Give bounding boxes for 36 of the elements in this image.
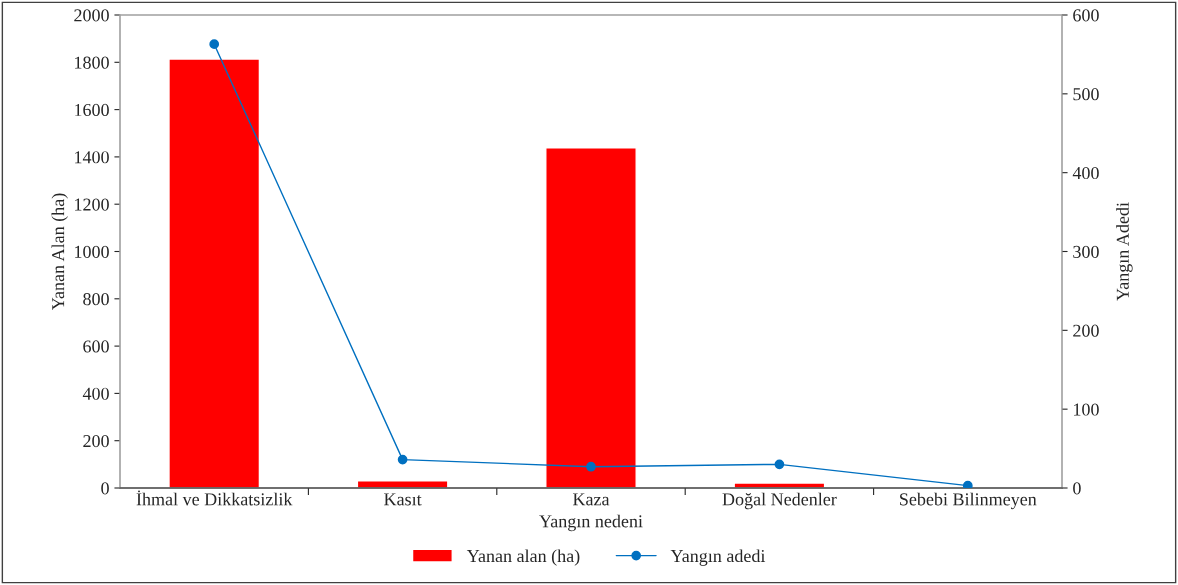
y-tick-label: 600 <box>83 340 109 353</box>
y-tick-label: 1000 <box>75 245 109 258</box>
y2-tick-label: 600 <box>1073 9 1099 22</box>
y-tick-label: 400 <box>82 387 109 400</box>
y-axis-title: Yanan Alan (ha) <box>51 193 68 311</box>
y-tick-label: 800 <box>83 293 109 306</box>
x-tick-label: Kasıt <box>384 493 422 506</box>
legend-label: Yanan alan (ha) <box>466 549 580 566</box>
x-tick-label: Sebebi Bilinmeyen <box>900 492 1037 510</box>
y-tick-label: 1400 <box>75 151 109 164</box>
y-tick-label: 1600 <box>75 103 109 117</box>
y-tick-label: 1800 <box>75 56 109 69</box>
y-tick-label: 0 <box>101 482 109 495</box>
x-axis-title: Yangın nedeni <box>539 514 643 532</box>
y2-tick-label: 300 <box>1073 245 1099 258</box>
y2-tick-label: 200 <box>1073 324 1099 337</box>
y2-tick-label: 0 <box>1073 482 1081 495</box>
y2-tick-label: 100 <box>1074 403 1099 416</box>
point <box>209 39 220 50</box>
y2-tick-label: 500 <box>1073 88 1099 101</box>
point <box>774 459 785 470</box>
legend-label: Yangın adedi <box>670 549 766 566</box>
point <box>586 461 596 472</box>
point <box>962 480 973 488</box>
y-tick-label: 2000 <box>74 9 109 22</box>
bar <box>168 58 261 488</box>
y2-axis-title: Yangın Adedi <box>1116 202 1133 301</box>
bar <box>545 147 637 488</box>
x-tick-label: Kaza <box>572 493 610 506</box>
y-tick-label: 1200 <box>75 198 109 211</box>
point <box>397 454 408 465</box>
y2-tick-label: 400 <box>1072 166 1099 180</box>
x-tick-label: Doğal Nedenler <box>722 492 837 510</box>
bar <box>356 480 449 488</box>
y-tick-label: 200 <box>83 434 109 448</box>
x-tick-label: İhmal ve Dikkatsizlik <box>136 490 293 506</box>
